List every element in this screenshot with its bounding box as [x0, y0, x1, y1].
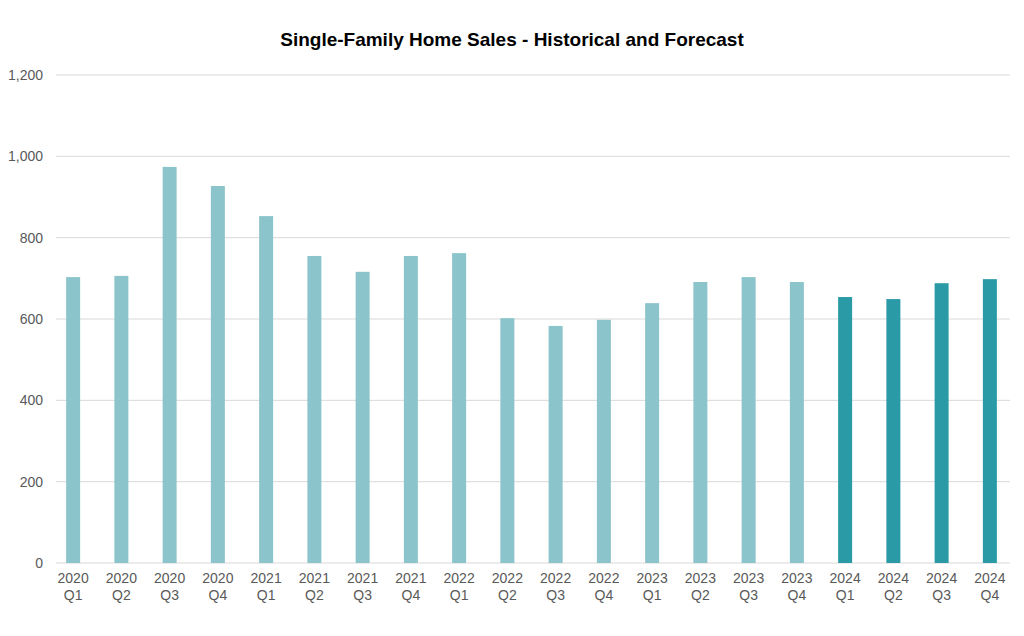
x-tick-label: 2020Q3 — [154, 570, 185, 603]
x-tick-label: 2021Q1 — [251, 570, 282, 603]
chart-title: Single-Family Home Sales - Historical an… — [280, 29, 744, 50]
x-tick-label: 2021Q3 — [347, 570, 378, 603]
bar — [983, 279, 997, 563]
y-tick-label: 400 — [20, 392, 44, 408]
x-tick-label: 2022Q1 — [444, 570, 475, 603]
bar — [597, 320, 611, 563]
grid — [56, 75, 1010, 563]
x-tick-label: 2022Q3 — [540, 570, 571, 603]
y-tick-label: 0 — [35, 555, 43, 571]
grid-line — [56, 481, 1010, 482]
bars — [66, 167, 997, 563]
bar — [211, 186, 225, 563]
bar — [693, 282, 707, 563]
grid-line — [56, 400, 1010, 401]
bar — [645, 303, 659, 563]
bar — [114, 276, 128, 563]
bar — [66, 277, 80, 563]
x-tick-label: 2023Q1 — [637, 570, 668, 603]
grid-line — [56, 319, 1010, 320]
bar — [886, 299, 900, 563]
x-tick-label: 2022Q4 — [588, 570, 619, 603]
y-tick-label: 600 — [20, 311, 44, 327]
bar — [500, 318, 514, 563]
x-tick-label: 2021Q4 — [395, 570, 426, 603]
bar — [259, 216, 273, 563]
grid-line — [56, 237, 1010, 238]
bar — [356, 272, 370, 563]
bar — [549, 326, 563, 563]
x-tick-label: 2023Q3 — [733, 570, 764, 603]
x-tick-label: 2020Q4 — [202, 570, 233, 603]
grid-line — [56, 156, 1010, 157]
x-tick-label: 2024Q1 — [830, 570, 861, 603]
x-tick-label: 2022Q2 — [492, 570, 523, 603]
x-tick-label: 2023Q2 — [685, 570, 716, 603]
grid-line — [56, 563, 1010, 564]
x-tick-label: 2021Q2 — [299, 570, 330, 603]
x-tick-label: 2020Q2 — [106, 570, 137, 603]
y-tick-label: 800 — [20, 230, 44, 246]
chart-svg: Single-Family Home Sales - Historical an… — [0, 0, 1024, 636]
bar — [307, 256, 321, 563]
x-tick-label: 2023Q4 — [781, 570, 812, 603]
bar — [790, 282, 804, 563]
x-tick-label: 2024Q4 — [974, 570, 1005, 603]
x-tick-label: 2020Q1 — [58, 570, 89, 603]
bar — [742, 277, 756, 563]
grid-line — [56, 75, 1010, 76]
bar — [838, 297, 852, 563]
y-tick-label: 1,200 — [8, 67, 43, 83]
bar — [935, 283, 949, 563]
bar — [452, 253, 466, 563]
bar — [163, 167, 177, 563]
bar — [404, 256, 418, 563]
chart-container: Single-Family Home Sales - Historical an… — [0, 0, 1024, 636]
x-tick-label: 2024Q2 — [878, 570, 909, 603]
y-tick-label: 1,000 — [8, 148, 43, 164]
y-tick-label: 200 — [20, 474, 44, 490]
x-tick-label: 2024Q3 — [926, 570, 957, 603]
